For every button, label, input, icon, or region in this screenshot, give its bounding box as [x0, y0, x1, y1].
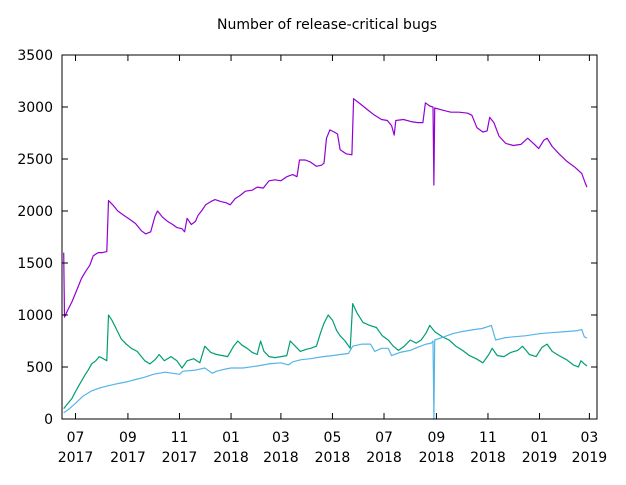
x-tick-month-label: 07 [375, 430, 393, 446]
x-tick-year-label: 2018 [263, 450, 299, 466]
series-line-3 [63, 324, 588, 420]
series-layer [63, 98, 588, 420]
x-tick-month-label: 07 [67, 430, 85, 446]
x-tick-year-label: 2018 [470, 450, 506, 466]
x-tick-year-label: 2018 [366, 450, 402, 466]
x-tick-year-label: 2017 [110, 450, 146, 466]
x-tick-year-label: 2019 [522, 450, 558, 466]
x-tick-month-label: 03 [272, 430, 290, 446]
x-tick-month-label: 11 [479, 430, 497, 446]
y-tick-label: 2000 [17, 204, 53, 220]
series-line-1 [63, 98, 588, 318]
x-tick-year-label: 2018 [419, 450, 455, 466]
y-tick-label: 2500 [17, 152, 53, 168]
y-tick-label: 3000 [17, 100, 53, 116]
chart-title: Number of release-critical bugs [217, 17, 437, 33]
x-tick-year-label: 2018 [315, 450, 351, 466]
x-tick-month-label: 11 [171, 430, 189, 446]
x-axis: 07 2017 09 2017 11 2017 01 2018 03 2018 05 2018 07 20… [58, 55, 608, 466]
series-line-2 [63, 303, 588, 409]
x-tick-month-label: 01 [531, 430, 549, 446]
x-tick-month-label: 09 [428, 430, 446, 446]
x-tick-year-label: 2019 [572, 450, 608, 466]
x-tick-month-label: 09 [119, 430, 137, 446]
x-tick-year-label: 2017 [162, 450, 198, 466]
y-tick-label: 500 [26, 360, 53, 376]
x-tick-year-label: 2018 [213, 450, 249, 466]
x-tick-month-label: 03 [580, 430, 598, 446]
y-tick-label: 1500 [17, 256, 53, 272]
y-tick-label: 3500 [17, 48, 53, 64]
x-tick-year-label: 2017 [58, 450, 94, 466]
y-axis: 0 500 1000 1500 2000 2500 3000 3500 [17, 48, 597, 428]
plot-frame [61, 54, 598, 420]
y-tick-label: 0 [44, 412, 53, 428]
x-tick-month-label: 05 [324, 430, 342, 446]
y-tick-label: 1000 [17, 308, 53, 324]
x-tick-month-label: 01 [222, 430, 240, 446]
